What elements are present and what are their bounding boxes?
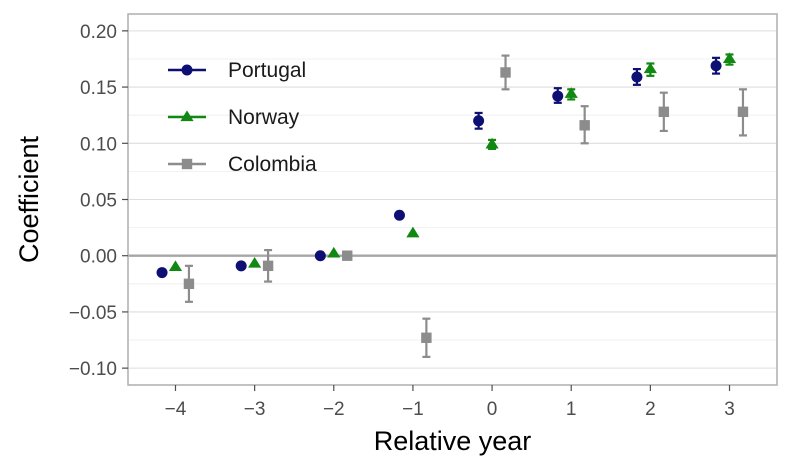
point-portugal (156, 267, 168, 279)
x-axis-ticks: −4 −3 −2 −1 0 1 2 3 (165, 385, 735, 420)
legend-label-norway: Norway (228, 106, 300, 129)
y-tick-label: 0.20 (80, 22, 117, 43)
point-norway (643, 62, 657, 74)
point-portugal (631, 71, 643, 83)
x-tick-label: −1 (402, 399, 424, 420)
x-tick-label: 1 (566, 399, 577, 420)
y-tick-label: 0.05 (80, 191, 117, 212)
point-colombia (500, 67, 511, 78)
point-colombia (658, 106, 670, 118)
point-norway (564, 87, 578, 98)
series-portugal (156, 56, 722, 279)
legend-marker-norway (180, 110, 194, 122)
x-tick-label: 0 (487, 399, 498, 420)
x-axis-title: Relative year (374, 426, 532, 456)
point-portugal (235, 260, 247, 272)
y-tick-label: 0.00 (80, 247, 117, 268)
legend-label-portugal: Portugal (228, 59, 306, 82)
x-tick-label: 2 (645, 399, 656, 420)
point-colombia (579, 120, 590, 131)
data-series (156, 52, 749, 358)
y-tick-label: 0.10 (80, 134, 117, 155)
y-tick-label: −0.05 (69, 303, 117, 324)
point-colombia (262, 260, 274, 272)
point-portugal (314, 250, 326, 262)
y-tick-label: −0.10 (69, 359, 117, 380)
legend: Portugal Norway Colombia (168, 59, 317, 176)
point-portugal (473, 115, 485, 127)
point-norway (168, 260, 183, 272)
point-norway (248, 256, 262, 268)
point-colombia (342, 250, 353, 261)
point-norway (722, 52, 737, 64)
legend-marker-colombia (181, 158, 193, 170)
point-colombia (421, 332, 432, 343)
legend-label-colombia: Colombia (228, 153, 317, 176)
point-norway (327, 246, 341, 258)
y-axis-ticks: −0.10 −0.05 0.00 0.05 0.10 0.15 0.20 (69, 22, 128, 380)
series-colombia (183, 54, 749, 358)
legend-marker-portugal (181, 64, 193, 76)
grid-lines (128, 30, 777, 369)
point-portugal (710, 60, 722, 72)
point-portugal (552, 90, 564, 102)
point-norway (406, 226, 420, 238)
series-norway (168, 52, 737, 272)
x-tick-label: −2 (323, 399, 345, 420)
x-tick-label: 3 (724, 399, 735, 420)
x-tick-label: −4 (165, 399, 187, 420)
x-tick-label: −3 (244, 399, 266, 420)
point-norway (485, 137, 499, 149)
y-tick-label: 0.15 (80, 78, 117, 99)
point-colombia (183, 278, 195, 290)
y-axis-title: Coefficient (14, 135, 44, 263)
point-portugal (393, 209, 405, 221)
point-colombia (737, 106, 749, 118)
